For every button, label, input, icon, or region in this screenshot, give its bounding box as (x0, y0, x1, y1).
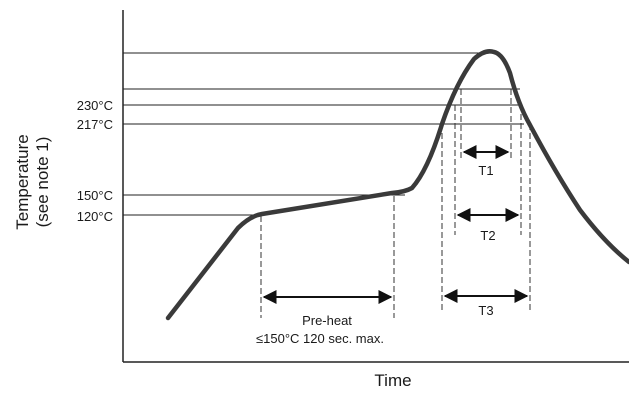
x-axis-title: Time (374, 371, 411, 390)
y-axis-title-line1: Temperature (13, 134, 32, 229)
preheat-label: Pre-heat (302, 313, 352, 328)
dashed-markers (260, 89, 531, 318)
y-axis-title-line2: (see note 1) (33, 137, 52, 228)
tick-label-230c: 230°C (77, 98, 113, 113)
tick-label-150c: 150°C (77, 188, 113, 203)
t1-label: T1 (478, 163, 493, 178)
preheat-note: ≤150°C 120 sec. max. (256, 331, 384, 346)
tick-label-120c: 120°C (77, 209, 113, 224)
tick-label-217c: 217°C (77, 117, 113, 132)
t3-label: T3 (478, 303, 493, 318)
t2-label: T2 (480, 228, 495, 243)
y-axis-title: Temperature (see note 1) (13, 134, 52, 229)
reflow-profile-curve (165, 49, 629, 321)
